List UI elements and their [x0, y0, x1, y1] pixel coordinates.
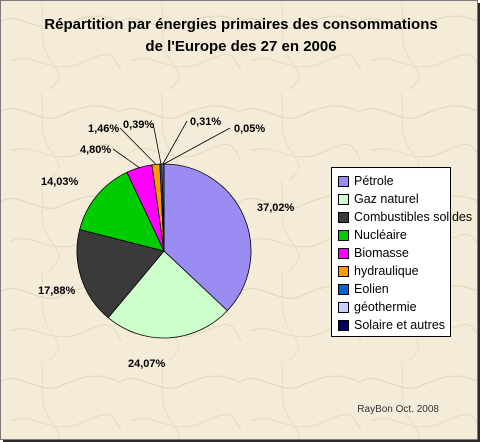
chart-legend: Pétrole Gaz naturel Combustibles solides Nu… [331, 167, 472, 337]
legend-item-hydraulique: hydraulique [338, 262, 419, 280]
legend-item-petrole: Pétrole [338, 172, 394, 190]
legend-swatch [338, 247, 349, 259]
legend-label: Combustibles solides [354, 210, 473, 224]
data-label-combustibles-solides: 17,88% [38, 285, 76, 297]
legend-label: Gaz naturel [354, 192, 419, 206]
legend-label: Biomasse [354, 246, 409, 260]
legend-label: hydraulique [354, 264, 419, 278]
pie-slices [76, 163, 252, 339]
data-label-geothermie: 0,31% [190, 116, 222, 128]
chart-title-line2: de l'Europe des 27 en 2006 [145, 38, 337, 55]
legend-label: Eolien [354, 282, 389, 296]
legend-item-biomasse: Biomasse [338, 244, 409, 262]
leader-line-hydraulique [119, 127, 157, 165]
legend-label: géothermie [354, 300, 417, 314]
legend-item-solaire-et-autres: Solaire et autres [338, 316, 445, 334]
data-label-biomasse: 4,80% [80, 144, 112, 156]
legend-swatch [338, 193, 349, 205]
legend-item-geothermie: géothermie [338, 298, 417, 316]
leader-line-eolien [152, 122, 162, 165]
legend-swatch [338, 265, 349, 277]
legend-swatch [338, 319, 349, 331]
data-label-hydraulique: 1,46% [88, 123, 120, 135]
legend-label: Pétrole [354, 174, 394, 188]
legend-label: Solaire et autres [354, 318, 446, 332]
legend-item-nucleaire: Nucléaire [338, 226, 407, 244]
data-label-eolien: 0,39% [123, 119, 155, 131]
legend-label: Nucléaire [354, 228, 407, 242]
chart-footer: RayBon Oct. 2008 [357, 404, 439, 415]
pie-slice-gaz-naturel [107, 250, 228, 339]
legend-item-eolien: Eolien [338, 280, 389, 298]
legend-swatch [338, 229, 349, 241]
leader-line-biomasse [112, 148, 140, 168]
pie-slice-combustibles-solides [76, 229, 165, 319]
legend-swatch [338, 211, 349, 223]
chart-title-line1: Répartition par énergies primaires des c… [44, 16, 438, 33]
pie-slice-nucleaire [79, 171, 165, 252]
data-label-petrole: 37,02% [257, 202, 295, 214]
pie-leader-lines [112, 120, 231, 168]
legend-item-gaz-naturel: Gaz naturel [338, 190, 419, 208]
pie-slice-petrole [163, 163, 252, 312]
legend-item-combustibles-solides: Combustibles solides [338, 208, 472, 226]
data-label-nucleaire: 14,03% [41, 176, 79, 188]
legend-swatch [338, 301, 349, 313]
leader-line-solaire-et-autres [163, 127, 231, 165]
data-label-gaz-naturel: 24,07% [128, 358, 166, 370]
data-label-solaire-et-autres: 0,05% [234, 123, 266, 135]
legend-swatch [338, 283, 349, 295]
leader-line-geothermie [162, 120, 188, 165]
legend-swatch [338, 175, 349, 187]
